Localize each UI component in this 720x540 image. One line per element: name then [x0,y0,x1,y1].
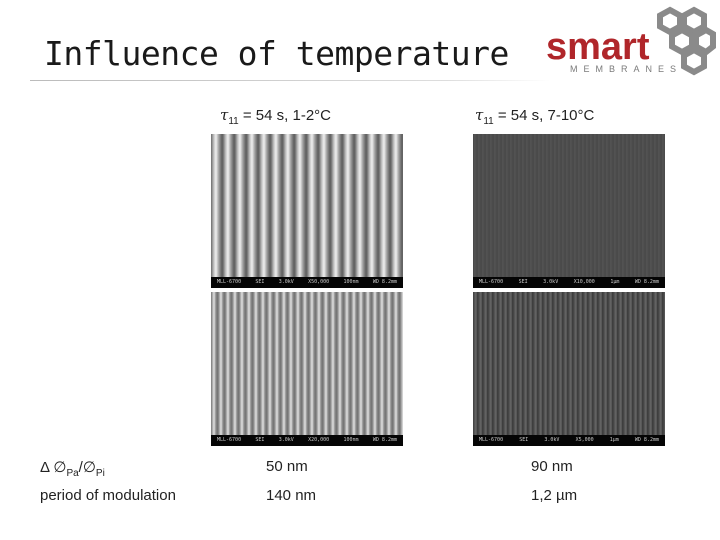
slide-title: Influence of temperature [44,34,509,73]
tau-subscript: 11 [483,116,494,127]
sem-caption-item: SEI [518,279,528,285]
column-header-text: = 54 s, 1-2°C [238,107,331,124]
sem-caption-item: WD 8.2mm [372,437,397,443]
value-period-cold: 140 nm [266,487,317,504]
sem-caption-item: WD 8.2mm [634,437,659,443]
logo-subtitle: MEMBRANES [570,64,683,74]
sem-caption-item: 3.0kV [278,437,294,443]
sem-caption-item: 100nm [343,437,359,443]
sem-caption-item: 100nm [343,279,359,285]
label-part: /∅ [78,459,96,476]
sem-caption-bar: MLL-6700 SEI 3.0kV X20,000 100nm WD 8.2m… [211,435,403,446]
sem-caption-item: SEI [255,437,265,443]
sem-caption-bar: MLL-6700 SEI 3.0kV X5,000 1µm WD 8.2mm [473,435,665,446]
sem-caption-item: 1µm [609,437,619,443]
sem-caption-item: MLL-6700 [479,279,504,285]
sem-caption-item: X20,000 [308,437,330,443]
sem-caption-item: X5,000 [575,437,594,443]
sem-caption-item: MLL-6700 [217,279,242,285]
row-label-period: period of modulation [40,487,176,504]
column-header-2: τ11 = 54 s, 7-10°C [475,106,594,127]
value-diameter-cold: 50 nm [266,458,308,475]
value-period-warm: 1,2 µm [531,487,578,504]
value-diameter-warm: 90 nm [531,458,573,475]
sem-caption-bar: MLL-6700 SEI 3.0kV X50,000 100nm WD 8.2m… [211,277,403,288]
sem-caption-item: MLL-6700 [217,437,242,443]
label-subscript: Pi [95,468,105,479]
sem-caption-item: X10,000 [573,279,595,285]
sem-caption-item: 3.0kV [278,279,294,285]
sem-image-cold-bottom: MLL-6700 SEI 3.0kV X20,000 100nm WD 8.2m… [211,292,403,446]
row-label-diameter-ratio: Δ ∅Pa/∅Pi [40,458,105,479]
sem-image-warm-top: MLL-6700 SEI 3.0kV X10,000 1µm WD 8.2mm [473,134,665,288]
sem-caption-item: WD 8.2mm [372,279,397,285]
logo-word: smart [546,26,650,68]
sem-caption-item: MLL-6700 [479,437,504,443]
sem-image-warm-bottom: MLL-6700 SEI 3.0kV X5,000 1µm WD 8.2mm [473,292,665,446]
smart-membranes-logo: smart MEMBRANES [546,4,716,84]
label-part: Δ ∅ [40,459,67,476]
sem-caption-item: SEI [255,279,265,285]
sem-image-cold-top: MLL-6700 SEI 3.0kV X50,000 100nm WD 8.2m… [211,134,403,288]
column-header-1: τ11 = 54 s, 1-2°C [220,106,331,127]
sem-caption-item: WD 8.2mm [634,279,659,285]
tau-symbol: τ [475,106,484,124]
sem-caption-item: 1µm [610,279,620,285]
hexagon-cluster-icon [657,6,716,76]
sem-caption-item: SEI [519,437,529,443]
label-subscript: Pa [66,468,79,479]
column-header-text: = 54 s, 7-10°C [493,107,595,124]
sem-caption-item: X50,000 [308,279,330,285]
tau-subscript: 11 [228,116,239,127]
sem-caption-item: 3.0kV [544,437,560,443]
title-divider [30,80,550,81]
sem-caption-bar: MLL-6700 SEI 3.0kV X10,000 1µm WD 8.2mm [473,277,665,288]
sem-caption-item: 3.0kV [543,279,559,285]
tau-symbol: τ [220,106,229,124]
